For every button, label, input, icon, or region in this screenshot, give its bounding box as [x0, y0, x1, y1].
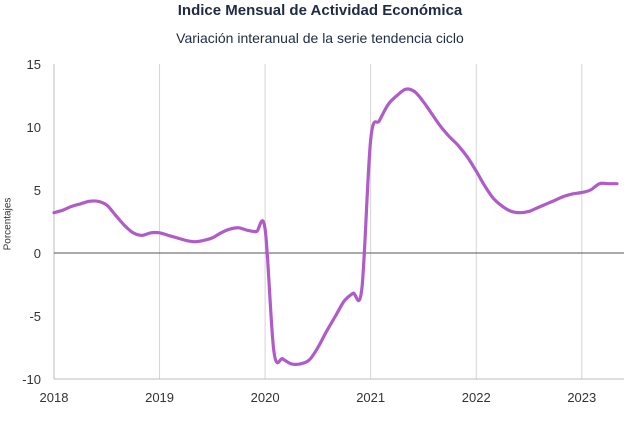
- x-tick-label: 2018: [40, 390, 69, 405]
- x-tick-label: 2019: [145, 390, 174, 405]
- y-tick-label: -5: [29, 309, 41, 324]
- y-tick-label: 0: [34, 246, 41, 261]
- x-tick-label: 2022: [462, 390, 491, 405]
- y-tick-label: 10: [27, 120, 41, 135]
- y-tick-label: 5: [34, 183, 41, 198]
- chart-subtitle: Variación interanual de la serie tendenc…: [176, 30, 464, 46]
- x-tick-label: 2020: [251, 390, 280, 405]
- x-tick-label: 2023: [567, 390, 596, 405]
- chart-title: Indice Mensual de Actividad Económica: [177, 2, 463, 19]
- x-tick-label: 2021: [356, 390, 385, 405]
- y-tick-label: 15: [27, 57, 41, 72]
- y-tick-label: -10: [22, 372, 41, 387]
- series-line: [52, 87, 619, 367]
